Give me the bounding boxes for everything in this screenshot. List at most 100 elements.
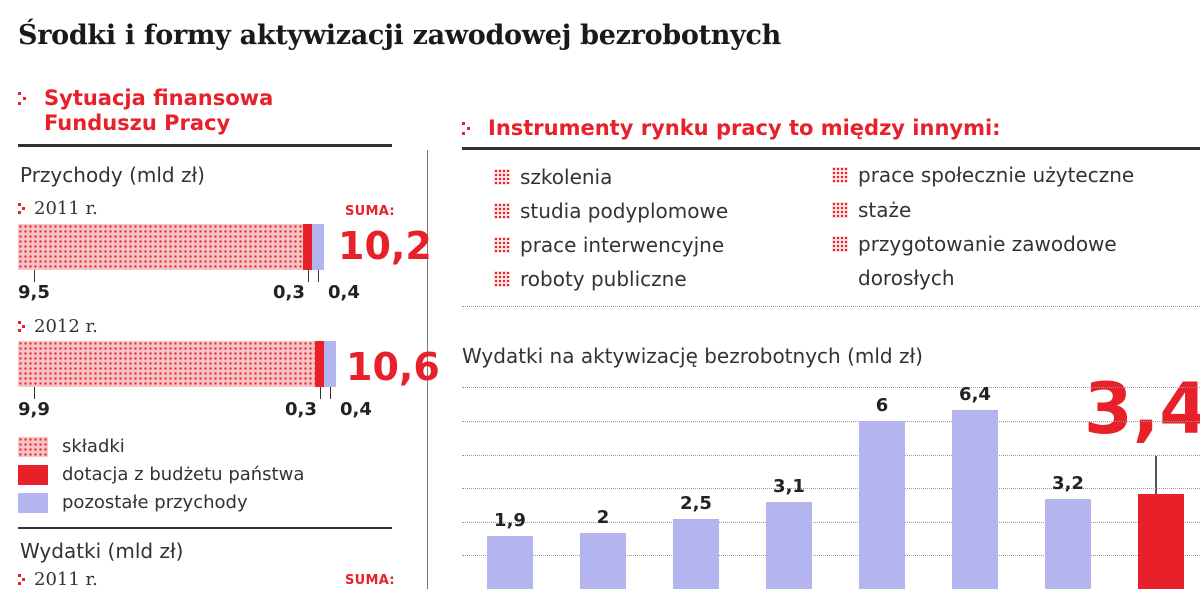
accent-dots-icon: [18, 320, 28, 332]
gridline: [462, 555, 1200, 556]
value-tick: [34, 387, 35, 399]
right-section-heading: Instrumenty rynku pracy to między innymi…: [462, 116, 1001, 141]
legend-swatch: [18, 436, 48, 457]
instruments-heading-text: Instrumenty rynku pracy to między innymi…: [488, 116, 1001, 140]
year-label: 2011 r.: [34, 569, 98, 589]
suma-label: SUMA:: [345, 204, 395, 219]
bullet-icon: [494, 271, 510, 287]
segment-pozostale: [324, 341, 336, 387]
column-divider: [427, 150, 428, 589]
accent-dots-icon: [18, 92, 30, 106]
segment-value-label: 9,9: [18, 399, 50, 420]
legend-swatch: [18, 492, 48, 513]
bullet-icon: [832, 236, 848, 252]
accent-dots-icon: [18, 202, 28, 214]
bar-value-label: 3,1: [773, 476, 805, 497]
revenue-total-2012: 10,6: [346, 345, 440, 389]
instrument-item: staże: [832, 198, 911, 222]
instrument-item-continuation: dorosłych: [858, 266, 955, 290]
instrument-label: studia podyplomowe: [520, 199, 729, 223]
instrument-item: szkolenia: [494, 165, 612, 189]
legend-label: pozostałe przychody: [62, 492, 248, 513]
accent-dots-icon: [18, 573, 28, 585]
gridline: [462, 488, 1200, 489]
year-label: 2012 r.: [34, 316, 98, 337]
expenses-chart-title: Wydatki (mld zł): [20, 539, 184, 563]
value-tick: [318, 270, 319, 282]
gridline: [462, 421, 1200, 422]
bullet-icon: [494, 237, 510, 253]
bullet-icon: [494, 169, 510, 185]
value-tick: [330, 387, 331, 399]
bar-value-label: 2,5: [680, 493, 712, 514]
revenue-total-2011: 10,2: [338, 224, 432, 268]
instrument-label: dorosłych: [858, 266, 955, 290]
chart-bar: [859, 421, 905, 589]
segment-dotacja: [303, 224, 312, 270]
legend-swatch: [18, 464, 48, 485]
bar-value-label: 6,4: [959, 384, 991, 405]
bar-value-label: 3,2: [1052, 473, 1084, 494]
segment-value-label: 9,5: [18, 282, 50, 303]
instrument-label: roboty publiczne: [520, 267, 687, 291]
chart-bar: [673, 519, 719, 589]
segment-skladki: [18, 341, 315, 387]
instrument-item: roboty publiczne: [494, 267, 687, 291]
instrument-label: staże: [858, 198, 912, 222]
value-tick: [34, 270, 35, 282]
segment-pozostale: [312, 224, 324, 270]
section-divider: [462, 306, 1200, 307]
highlight-arrow: [1155, 456, 1157, 522]
chart-bar: [952, 410, 998, 589]
left-heading-line1: Sytuacja finansowa: [44, 86, 274, 110]
instrument-item: przygotowanie zawodowe: [832, 232, 1117, 256]
accent-dots-icon: [462, 122, 474, 136]
bar-value-label: 1,9: [494, 510, 526, 531]
revenue-year-2011: 2011 r.: [18, 198, 98, 219]
revenue-chart-title: Przychody (mld zł): [20, 163, 205, 187]
instrument-item: prace społecznie użyteczne: [832, 163, 1134, 187]
gridline: [462, 455, 1200, 456]
right-heading-rule: [462, 147, 1200, 150]
segment-value-label: 0,3: [285, 399, 317, 420]
bar-value-label: 6: [875, 395, 889, 416]
bullet-icon: [832, 202, 848, 218]
expenses-year-2011: 2011 r.: [18, 569, 98, 589]
expenses-rule: [18, 527, 392, 529]
bullet-icon: [494, 203, 510, 219]
chart-bar: [580, 533, 626, 589]
bullet-icon: [832, 167, 848, 183]
gridline: [462, 387, 1200, 388]
instrument-item: prace interwencyjne: [494, 233, 724, 257]
instrument-label: prace społecznie użyteczne: [858, 163, 1135, 187]
instrument-item: studia podyplomowe: [494, 199, 728, 223]
left-section-heading: Sytuacja finansowa Funduszu Pracy: [18, 86, 398, 136]
left-heading-rule: [18, 144, 392, 147]
value-tick: [307, 270, 309, 282]
legend-item-pozostale: pozostałe przychody: [18, 492, 248, 513]
page-title: Środki i formy aktywizacji zawodowej bez…: [18, 20, 781, 51]
segment-skladki: [18, 224, 303, 270]
legend-item-skladki: składki: [18, 436, 125, 457]
legend-item-dotacja: dotacja z budżetu państwa: [18, 464, 304, 485]
highlight-value: 3,4: [1084, 368, 1200, 450]
revenue-stack-2011: [18, 224, 324, 270]
legend-label: dotacja z budżetu państwa: [62, 464, 305, 485]
chart-bar: [766, 502, 812, 589]
bar-value-label: 2: [596, 507, 610, 528]
segment-value-label: 0,4: [340, 399, 372, 420]
instrument-label: przygotowanie zawodowe: [858, 232, 1117, 256]
legend-label: składki: [62, 436, 125, 457]
instrument-label: prace interwencyjne: [520, 233, 725, 257]
year-label: 2011 r.: [34, 198, 98, 219]
gridline: [462, 522, 1200, 523]
activation-chart-title: Wydatki na aktywizację bezrobotnych (mld…: [462, 344, 923, 368]
segment-value-label: 0,3: [273, 282, 305, 303]
segment-dotacja: [315, 341, 324, 387]
suma-label: SUMA:: [345, 573, 395, 588]
value-tick: [319, 387, 321, 399]
chart-bar: [1138, 494, 1184, 589]
revenue-stack-2012: [18, 341, 336, 387]
revenue-year-2012: 2012 r.: [18, 316, 98, 337]
segment-value-label: 0,4: [328, 282, 360, 303]
